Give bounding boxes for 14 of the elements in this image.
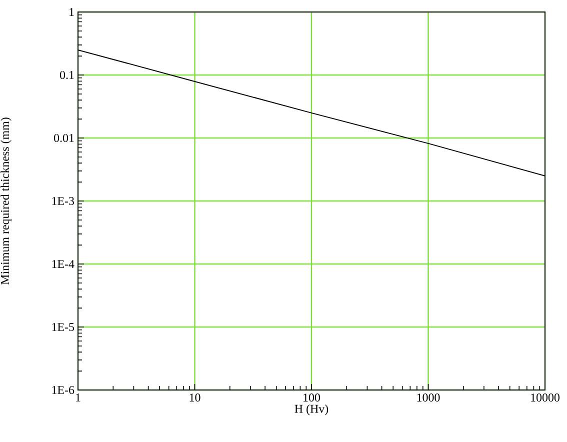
y-tick-label: 1E-5 [52, 323, 74, 331]
x-axis-title: H (Hv) [294, 404, 328, 416]
x-tick-label: 1000 [417, 394, 440, 402]
x-tick-label: 100 [304, 394, 320, 402]
x-tick-label: 10 [190, 394, 200, 402]
x-tick-label: 10000 [531, 394, 560, 402]
x-tick-label: 1 [76, 394, 80, 402]
y-tick-label: 1E-3 [52, 196, 74, 206]
y-axis-title: Minimum required thickness (mm) [0, 118, 12, 284]
y-tick-label: 0.01 [54, 134, 74, 142]
y-tick-label: 1 [70, 8, 74, 16]
y-tick-label: 1E-6 [52, 386, 74, 394]
y-tick-label: 0.1 [60, 70, 74, 80]
y-tick-label: 1E-4 [52, 260, 74, 268]
